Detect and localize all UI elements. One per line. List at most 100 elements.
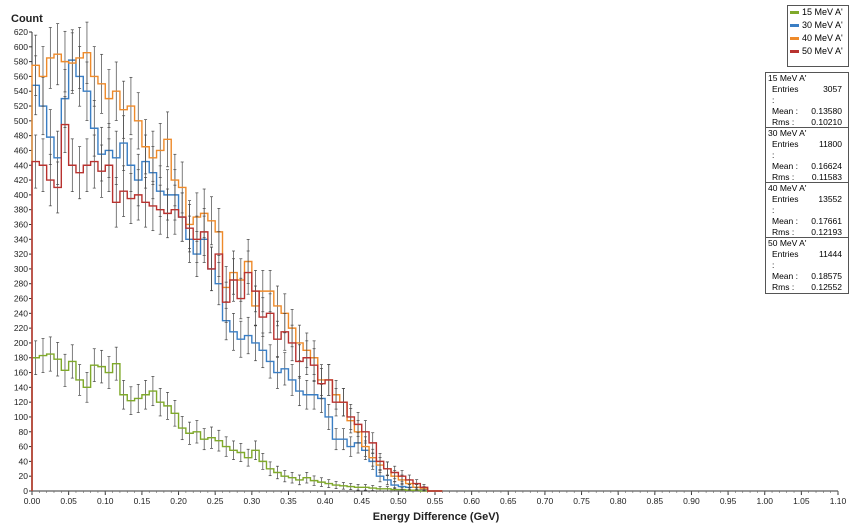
y-tick-label: 400 [14, 190, 28, 200]
stats-box-40mev: 40 MeV A' Entries : 13552 Mean : 0.17661 R… [765, 182, 849, 239]
series-3 [31, 21, 443, 492]
stats-mean-label: Mean : [772, 106, 798, 116]
legend-swatch [790, 37, 799, 40]
stats-mean: 0.18575 [811, 271, 842, 281]
stats-rms: 0.10210 [811, 117, 842, 127]
y-tick-label: 220 [14, 323, 28, 333]
y-tick-label: 460 [14, 145, 28, 155]
stats-entries-label: Entries : [772, 249, 799, 270]
series-line [31, 123, 443, 492]
x-tick-label: 0.00 [24, 496, 41, 506]
series-line [31, 52, 443, 492]
y-tick-label: 360 [14, 219, 28, 229]
y-tick-label: 600 [14, 42, 28, 52]
y-tick-label: 320 [14, 249, 28, 259]
y-tick-label: 180 [14, 353, 28, 363]
stats-mean-label: Mean : [772, 216, 798, 226]
x-tick-label: 0.85 [647, 496, 664, 506]
y-tick-label: 280 [14, 279, 28, 289]
legend-label: 50 MeV A' [802, 46, 843, 56]
legend-swatch [790, 11, 799, 14]
y-tick-label: 200 [14, 338, 28, 348]
x-tick-label: 0.55 [427, 496, 444, 506]
legend-item-50mev: 50 MeV A' [788, 45, 848, 58]
stats-rms: 0.12193 [811, 227, 842, 237]
x-tick-label: 0.15 [134, 496, 151, 506]
stats-box-30mev: 30 MeV A' Entries : 11800 Mean : 0.16624 R… [765, 127, 849, 184]
stats-mean-label: Mean : [772, 161, 798, 171]
x-tick-label: 0.40 [317, 496, 334, 506]
stats-entries-label: Entries : [772, 84, 799, 105]
x-tick-label: 1.05 [793, 496, 810, 506]
x-tick-label: 0.80 [610, 496, 627, 506]
x-tick-label: 0.70 [537, 496, 554, 506]
y-axis-label: Count [11, 13, 43, 25]
x-tick-label: 0.25 [207, 496, 224, 506]
y-tick-label: 40 [19, 456, 29, 466]
legend-item-40mev: 40 MeV A' [788, 32, 848, 45]
stats-entries: 3057 [823, 84, 842, 94]
y-tick-label: 120 [14, 397, 28, 407]
x-tick-label: 0.10 [97, 496, 114, 506]
stats-rms-label: Rms : [772, 282, 795, 292]
stats-box-15mev: 15 MeV A' Entries : 3057 Mean : 0.13580 Rm… [765, 72, 849, 129]
legend: 15 MeV A' 30 MeV A' 40 MeV A' 50 MeV A' [787, 5, 849, 67]
x-tick-label: 0.45 [353, 496, 370, 506]
y-tick-label: 620 [14, 27, 28, 37]
stats-box-50mev: 50 MeV A' Entries : 11444 Mean : 0.18575 R… [765, 237, 849, 294]
x-tick-label: 1.00 [756, 496, 773, 506]
stats-rms: 0.11583 [811, 172, 842, 182]
y-tick-label: 380 [14, 205, 28, 215]
x-tick-label: 0.90 [683, 496, 700, 506]
stats-entries: 11444 [818, 249, 842, 259]
legend-label: 15 MeV A' [802, 7, 843, 17]
x-tick-label: 0.60 [463, 496, 480, 506]
x-tick-label: 0.75 [573, 496, 590, 506]
series-1 [31, 336, 443, 492]
series-line [31, 353, 443, 492]
y-tick-label: 540 [14, 86, 28, 96]
stats-rms-label: Rms : [772, 172, 795, 182]
y-tick-label: 440 [14, 160, 28, 170]
legend-item-30mev: 30 MeV A' [788, 19, 848, 32]
y-tick-label: 300 [14, 264, 28, 274]
stats-mean: 0.16624 [811, 161, 842, 171]
stats-entries: 11800 [818, 139, 842, 149]
stats-entries-label: Entries : [772, 194, 799, 215]
legend-label: 30 MeV A' [802, 20, 843, 30]
y-tick-label: 100 [14, 412, 28, 422]
series-4 [31, 96, 443, 492]
stats-mean: 0.17661 [811, 216, 842, 226]
stats-mean: 0.13580 [811, 106, 842, 116]
y-tick-label: 520 [14, 101, 28, 111]
y-tick-label: 0 [23, 486, 28, 496]
y-tick-label: 140 [14, 382, 28, 392]
y-tick-label: 60 [19, 442, 29, 452]
x-axis-label: Energy Difference (GeV) [373, 511, 500, 523]
y-tick-label: 160 [14, 368, 28, 378]
y-tick-label: 260 [14, 294, 28, 304]
y-tick-label: 500 [14, 116, 28, 126]
x-tick-label: 0.95 [720, 496, 737, 506]
stats-mean-label: Mean : [772, 271, 798, 281]
y-tick-label: 480 [14, 131, 28, 141]
y-tick-label: 240 [14, 308, 28, 318]
y-tick-label: 80 [19, 427, 29, 437]
x-tick-label: 0.30 [244, 496, 261, 506]
y-tick-label: 20 [19, 471, 29, 481]
y-tick-label: 420 [14, 175, 28, 185]
stats-title: 50 MeV A' [768, 238, 807, 248]
series-2 [31, 29, 443, 492]
axes: 0 20 40 60 80 100 120 140 160 180 200 220 240 260 280 3… [14, 27, 847, 506]
legend-swatch [790, 50, 799, 53]
legend-swatch [790, 24, 799, 27]
stats-rms-label: Rms : [772, 227, 795, 237]
series-lines [31, 21, 443, 492]
y-tick-label: 340 [14, 234, 28, 244]
x-tick-label: 0.20 [170, 496, 187, 506]
stats-title: 30 MeV A' [768, 128, 807, 138]
stats-title: 15 MeV A' [768, 73, 807, 83]
legend-item-15mev: 15 MeV A' [788, 6, 848, 19]
